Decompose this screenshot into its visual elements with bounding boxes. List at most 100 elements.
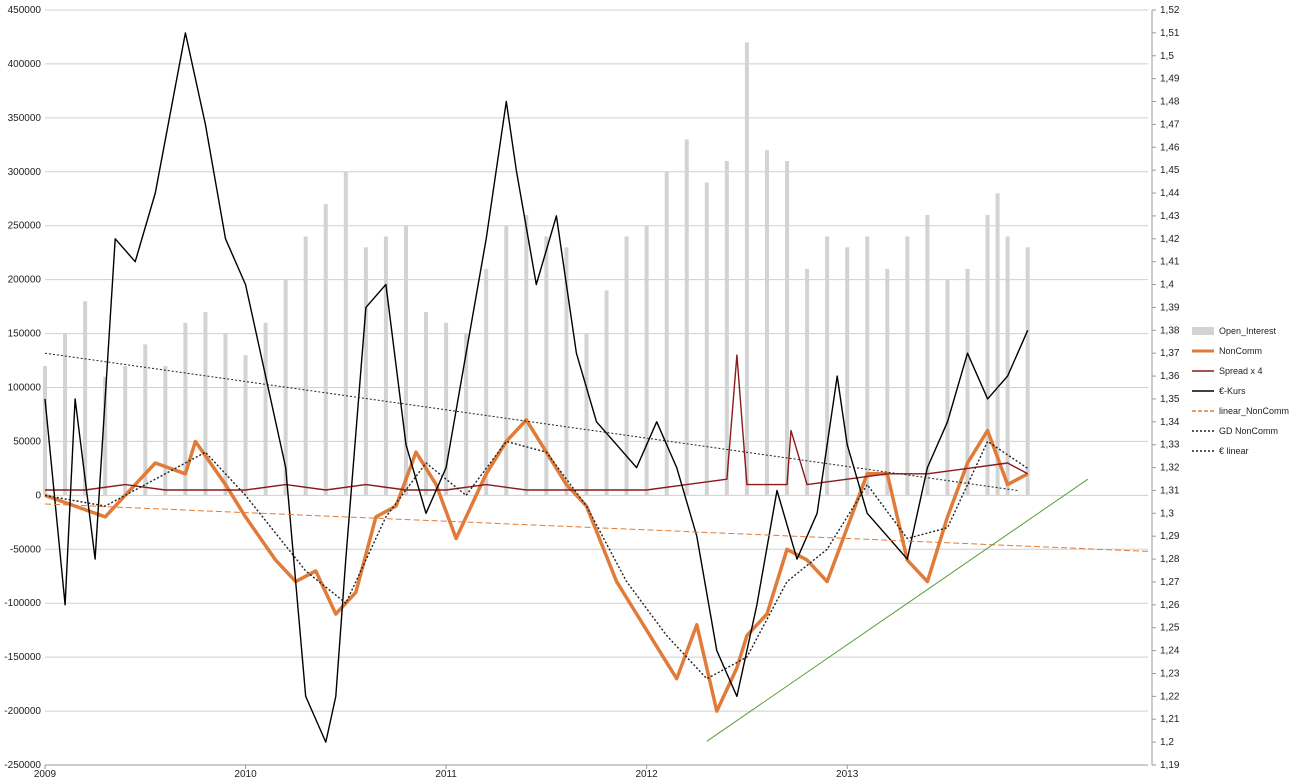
open-interest-bar: [303, 236, 308, 496]
open-interest-bar: [223, 333, 228, 496]
y-left-tick-label: 400000: [8, 59, 42, 70]
y-right-tick-label: 1,22: [1160, 691, 1180, 702]
open-interest-bar: [504, 225, 509, 496]
y-right-tick-label: 1,52: [1160, 5, 1180, 16]
open-interest-bar: [123, 365, 128, 496]
open-interest-bar: [183, 322, 188, 496]
legend-label: €-Kurs: [1219, 386, 1246, 396]
y-left-tick-label: 100000: [8, 383, 42, 394]
series-kurs-line: [44, 32, 1029, 743]
series-spread-x-4-line: [45, 354, 1029, 491]
open-interest-bar: [664, 171, 669, 496]
open-interest-bar: [263, 322, 268, 496]
y-right-tick-label: 1,23: [1160, 668, 1180, 679]
y-right-tick-label: 1,4: [1160, 280, 1174, 291]
open-interest-bar: [243, 355, 248, 496]
y-right-tick-label: 1,41: [1160, 257, 1180, 268]
open-interest-bar: [965, 268, 970, 496]
open-interest-bar: [995, 193, 1000, 496]
open-interest-bar: [403, 225, 408, 496]
legend-label: Spread x 4: [1219, 366, 1263, 376]
legend-label: € linear: [1219, 446, 1249, 456]
open-interest-bar: [464, 333, 469, 496]
series-support-line: [706, 478, 1089, 742]
open-interest-bars: [43, 42, 1030, 496]
open-interest-bar: [564, 247, 569, 496]
y-right-tick-label: 1,5: [1160, 51, 1174, 62]
open-interest-bar: [885, 268, 890, 496]
legend-label: NonComm: [1219, 346, 1262, 356]
open-interest-bar: [163, 365, 168, 496]
legend-label: Open_Interest: [1219, 326, 1277, 336]
y-right-tick-label: 1,46: [1160, 142, 1180, 153]
series-linear-noncomm-line: [44, 503, 1149, 552]
open-interest-bar: [524, 214, 529, 496]
open-interest-bar: [905, 236, 910, 496]
open-interest-bar: [63, 333, 68, 496]
open-interest-bar: [764, 150, 769, 496]
y-right-tick-label: 1,2: [1160, 737, 1174, 748]
y-left-tick-label: 0: [35, 490, 41, 501]
y-right-tick-label: 1,38: [1160, 325, 1180, 336]
y-left-tick-label: 350000: [8, 113, 42, 124]
y-left-tick-label: -50000: [10, 544, 42, 555]
y-right-tick-label: 1,49: [1160, 74, 1180, 85]
open-interest-bar: [845, 247, 850, 496]
open-interest-bar: [43, 365, 47, 496]
y-left-tick-label: -150000: [4, 652, 41, 663]
open-interest-bar: [724, 161, 729, 496]
legend-label: linear_NonComm: [1219, 406, 1289, 416]
y-right-tick-label: 1,28: [1160, 554, 1180, 565]
left-axis: 450000 400000 350000 300000 250000 200000 1500…: [4, 5, 41, 771]
open-interest-bar: [203, 312, 208, 496]
y-left-tick-label: 200000: [8, 275, 42, 286]
y-right-tick-label: 1,19: [1160, 760, 1180, 771]
open-interest-bar: [684, 139, 689, 496]
y-right-tick-label: 1,36: [1160, 371, 1180, 382]
y-right-tick-label: 1,47: [1160, 119, 1180, 130]
open-interest-bar: [323, 204, 328, 496]
open-interest-bar: [785, 161, 790, 496]
y-right-tick-label: 1,31: [1160, 485, 1180, 496]
y-left-tick-label: 300000: [8, 167, 42, 178]
open-interest-bar: [584, 333, 589, 496]
x-tick-label: 2011: [435, 769, 457, 780]
open-interest-bar: [624, 236, 629, 496]
open-interest-bar: [704, 182, 709, 496]
y-right-tick-label: 1,39: [1160, 302, 1180, 313]
open-interest-bar: [865, 236, 870, 496]
open-interest-bar: [744, 42, 749, 496]
open-interest-bar: [925, 214, 930, 496]
legend: Open_Interest NonComm Spread x 4 €-Kurs line…: [1192, 326, 1289, 456]
series-noncomm-line: [44, 418, 1029, 713]
x-axis: 2009 2010 2011 2012 2013: [34, 764, 1148, 780]
series-lines: [44, 32, 1149, 743]
open-interest-bar: [644, 225, 649, 496]
right-axis: 1,52 1,51 1,5 1,49 1,48 1,47 1,46 1,45 1,44 1,43 1…: [1151, 5, 1180, 771]
x-tick-label: 2013: [836, 769, 859, 780]
y-right-tick-label: 1,29: [1160, 531, 1180, 542]
open-interest-bar: [805, 268, 810, 496]
y-right-tick-label: 1,24: [1160, 646, 1180, 657]
x-tick-label: 2012: [636, 769, 659, 780]
grid: [45, 9, 1148, 766]
y-right-tick-label: 1,35: [1160, 394, 1180, 405]
legend-swatch: [1192, 327, 1214, 335]
open-interest-bar: [383, 236, 388, 496]
y-right-tick-label: 1,45: [1160, 165, 1180, 176]
series-linear-line: [44, 352, 1018, 491]
y-left-tick-label: -250000: [4, 760, 41, 771]
y-right-tick-label: 1,44: [1160, 188, 1180, 199]
open-interest-bar: [945, 279, 950, 496]
y-left-tick-label: 50000: [13, 436, 41, 447]
open-interest-bar: [484, 268, 489, 496]
x-tick-label: 2010: [234, 769, 257, 780]
open-interest-bar: [825, 236, 830, 496]
open-interest-bar: [424, 312, 429, 496]
y-right-tick-label: 1,37: [1160, 348, 1180, 359]
open-interest-bar: [363, 247, 368, 496]
y-left-tick-label: 150000: [8, 329, 42, 340]
open-interest-bar: [544, 236, 549, 496]
y-right-tick-label: 1,25: [1160, 623, 1180, 634]
